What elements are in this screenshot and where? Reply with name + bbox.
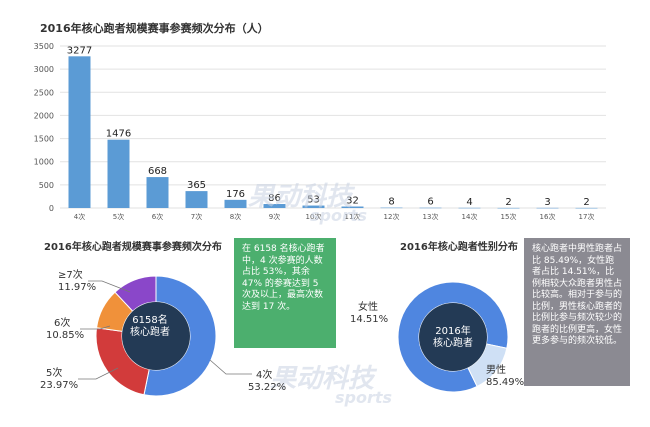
pie-label-5-name: 5次 (46, 368, 63, 379)
pie-label-6-name: 6次 (54, 318, 71, 329)
watermark-sub-bottom: sports (335, 388, 393, 407)
bar-value-label-13: 2 (583, 197, 589, 208)
x-tick-label-0: 4次 (74, 212, 85, 221)
gender-label-female: 女性 14.51% (350, 302, 388, 326)
gender-pie-center: 2016年 核心跑者 (413, 326, 493, 350)
leader-4 (209, 359, 252, 375)
bar-value-label-10: 4 (466, 197, 472, 208)
gender-note: 核心跑者中男性跑者占比 85.49%，女性跑者占比 14.51%，比例相较大众跑… (524, 238, 630, 386)
gender-label-male-pct: 85.49% (486, 377, 525, 388)
y-tick-label-2: 1000 (34, 158, 54, 167)
x-tick-label-4: 8次 (230, 212, 241, 221)
x-tick-label-12: 16次 (540, 212, 556, 221)
gender-pie-center-line2: 核心跑者 (433, 338, 473, 349)
bar-11次 (341, 206, 364, 208)
bar-9次 (263, 204, 286, 208)
bar-chart-title: 2016年核心跑者规模赛事参赛频次分布（人） (40, 22, 269, 35)
y-tick-label-0: 0 (49, 204, 54, 213)
bar-6次 (146, 177, 169, 208)
gender-pie-center-disc (419, 303, 487, 371)
pie-label-4-name: 4次 (256, 370, 273, 381)
bar-value-label-9: 6 (427, 197, 433, 208)
bar-value-label-0: 3277 (67, 45, 92, 56)
y-tick-label-5: 2500 (34, 88, 54, 97)
y-tick-label-3: 1500 (34, 135, 54, 144)
frequency-pie-center-line2: 核心跑者 (130, 327, 170, 338)
x-tick-label-11: 15次 (501, 212, 517, 221)
watermark-brand-bottom: 果动科技 (270, 364, 375, 394)
bar-value-label-1: 1476 (106, 129, 131, 140)
x-tick-label-5: 9次 (269, 212, 280, 221)
x-tick-label-6: 10次 (306, 212, 322, 221)
bar-value-label-4: 176 (226, 189, 245, 200)
frequency-pie-center-line1: 6158名 (132, 315, 168, 326)
gender-pie-title: 2016年核心跑者性别分布 (400, 242, 518, 253)
pie-label-4-pct: 53.22% (248, 382, 287, 393)
pie-label-6: 6次 10.85% (46, 318, 84, 342)
y-tick-label-6: 3000 (34, 65, 54, 74)
watermark-sub-top: sports (310, 206, 368, 225)
frequency-pie-title: 2016年核心跑者规模赛事参赛频次分布 (44, 242, 222, 253)
pie-label-7plus-pct: 11.97% (58, 282, 97, 293)
bar-4次 (68, 56, 91, 208)
y-tick-label-7: 3500 (34, 42, 54, 51)
pie-label-7plus-name: ≥7次 (58, 270, 83, 281)
x-tick-label-3: 7次 (191, 212, 202, 221)
bar-value-label-12: 3 (544, 197, 550, 208)
bar-value-label-6: 53 (307, 195, 320, 206)
gender-pie-center-line1: 2016年 (435, 326, 471, 337)
y-tick-label-4: 2000 (34, 111, 54, 120)
bar-16次 (536, 207, 559, 209)
y-tick-label-1: 500 (39, 181, 54, 190)
x-tick-label-1: 5次 (113, 212, 124, 221)
bar-10次 (302, 205, 325, 208)
bar-5次 (107, 139, 130, 208)
x-tick-label-13: 17次 (579, 212, 595, 221)
gender-label-female-name: 女性 (358, 302, 378, 313)
pie-label-5-pct: 23.97% (40, 380, 79, 391)
bar-14次 (458, 207, 481, 209)
bar-chart: 0 500 1000 1500 2000 2500 3000 3500 3277 4次 1476 5次… (34, 42, 606, 221)
bar-value-label-11: 2 (505, 197, 511, 208)
bar-value-label-5: 86 (268, 193, 281, 204)
frequency-pie-center-disc (122, 302, 190, 370)
watermark-brand-top: 果动科技 (248, 182, 353, 212)
frequency-pie (96, 276, 216, 396)
pie-label-5: 5次 23.97% (40, 368, 78, 392)
x-tick-label-2: 6次 (152, 212, 163, 221)
gender-label-female-pct: 14.51% (350, 314, 389, 325)
pie-label-6-pct: 10.85% (46, 330, 85, 341)
bar-12次 (380, 207, 403, 209)
frequency-pie-center: 6158名 核心跑者 (110, 315, 190, 339)
bar-17次 (575, 207, 598, 209)
x-tick-label-10: 14次 (462, 212, 478, 221)
bar-13次 (419, 207, 442, 209)
bar-value-label-2: 668 (148, 166, 167, 177)
bar-8次 (224, 199, 247, 208)
gender-pie (398, 282, 508, 392)
pie-label-7plus: ≥7次 11.97% (58, 270, 96, 294)
bar-value-label-7: 32 (346, 196, 359, 207)
gender-label-male-name: 男性 (486, 365, 506, 376)
frequency-note: 在 6158 名核心跑者中，4 次参赛的人数占比 53%，其余 47% 的参赛达… (234, 238, 336, 348)
bar-7次 (185, 191, 208, 208)
x-tick-label-9: 13次 (423, 212, 439, 221)
leader-5 (78, 367, 119, 380)
leader-7plus (88, 280, 131, 293)
bar-value-label-8: 8 (388, 197, 394, 208)
gender-label-male: 男性 85.49% (486, 365, 524, 389)
bar-15次 (497, 207, 520, 209)
bar-value-label-3: 365 (187, 180, 206, 191)
leader-6 (80, 325, 111, 330)
x-tick-label-7: 11次 (345, 212, 361, 221)
x-tick-label-8: 12次 (384, 212, 400, 221)
pie-label-4: 4次 53.22% (248, 370, 286, 394)
